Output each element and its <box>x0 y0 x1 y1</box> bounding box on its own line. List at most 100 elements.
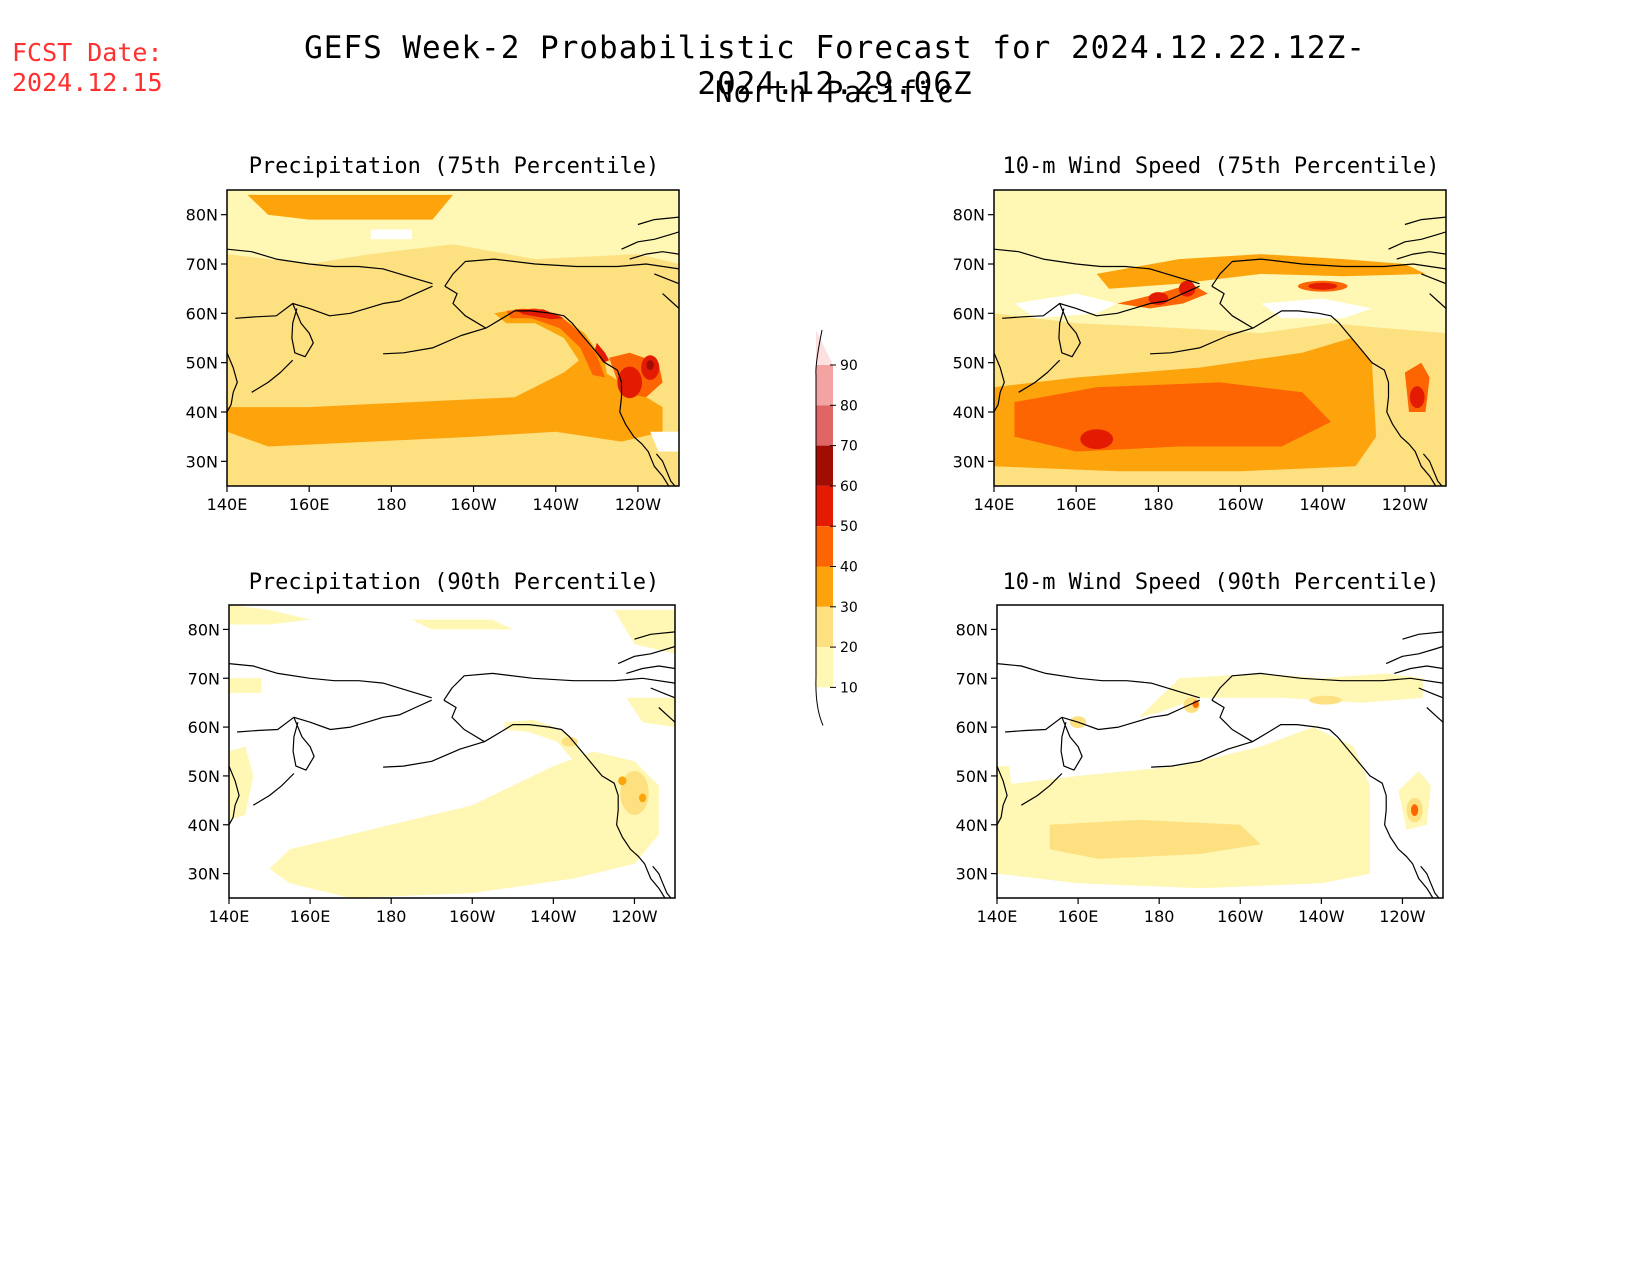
lon-tick-label: 180 <box>376 907 407 926</box>
map-panel-wind90: 10-m Wind Speed (90th Percentile) 140E 160… <box>956 570 1444 926</box>
coastline <box>662 293 679 309</box>
color-bar-label: 50 <box>840 519 858 535</box>
coastline <box>1005 699 1200 733</box>
coastlines <box>994 216 1446 486</box>
level-30 <box>247 194 453 220</box>
level-60 <box>646 360 654 370</box>
coastline <box>1404 216 1446 226</box>
coastline <box>1388 231 1446 250</box>
coastline <box>626 665 675 674</box>
coastline <box>1211 672 1443 701</box>
lat-tick-label: 30N <box>186 452 218 471</box>
coastline <box>229 663 432 699</box>
coastline <box>229 765 240 826</box>
coastline <box>1018 359 1061 393</box>
level-20 <box>1049 819 1261 859</box>
map-panel-wind75: 10-m Wind Speed (75th Percentile) 140E 160… <box>953 154 1447 514</box>
lat-tick-label: 50N <box>956 767 988 786</box>
lat-tick-label: 80N <box>188 620 220 639</box>
color-bar-label: 40 <box>840 560 858 576</box>
lat-tick-label: 80N <box>956 620 988 639</box>
lat-tick-label: 50N <box>953 354 985 373</box>
coastline <box>383 285 487 355</box>
lon-tick-label: 120W <box>1379 907 1426 926</box>
coastline <box>291 303 314 358</box>
coastline <box>1394 665 1443 674</box>
coastline <box>251 359 294 393</box>
coastline <box>1418 687 1443 699</box>
lon-tick-label: 180 <box>376 495 407 514</box>
lon-tick-label: 120W <box>611 907 658 926</box>
lon-tick-label: 140W <box>1300 495 1347 514</box>
coastline <box>621 231 679 250</box>
coastline <box>443 672 675 701</box>
lat-tick-label: 30N <box>188 865 220 884</box>
lon-tick-label: 140E <box>977 907 1018 926</box>
lat-tick-label: 60N <box>953 304 985 323</box>
panel-title: 10-m Wind Speed (90th Percentile) <box>1002 570 1439 595</box>
coastline <box>634 631 675 640</box>
color-bar-label: 90 <box>840 358 858 374</box>
color-bar-swatch <box>816 485 833 527</box>
coastline <box>1060 717 1083 771</box>
coastline <box>994 352 1005 413</box>
coastline <box>1426 707 1443 723</box>
lon-tick-label: 160E <box>289 495 330 514</box>
lon-tick-label: 160W <box>1217 495 1264 514</box>
coastlines <box>229 631 675 898</box>
shaded-field <box>997 605 1443 898</box>
level-30 <box>639 793 647 803</box>
lon-tick-label: 180 <box>1143 495 1174 514</box>
lat-tick-label: 80N <box>953 206 985 225</box>
page-title: GEFS Week-2 Probabilistic Forecast for 2… <box>304 30 1366 102</box>
level-10 <box>614 609 675 654</box>
lon-tick-label: 140W <box>533 495 580 514</box>
color-bar-swatch <box>816 647 833 688</box>
lat-tick-label: 40N <box>186 403 218 422</box>
lat-tick-label: 70N <box>956 669 988 688</box>
level-20 <box>561 736 578 747</box>
color-bar: 10 20 30 40 50 60 70 80 90 <box>815 329 858 726</box>
level-20 <box>227 244 679 486</box>
lon-tick-label: 160E <box>1058 907 1099 926</box>
coastline <box>484 723 666 898</box>
coastline <box>1020 773 1063 806</box>
level-50 <box>1409 386 1425 409</box>
color-bar-swatch <box>816 566 833 607</box>
lat-tick-label: 40N <box>956 816 988 835</box>
lat-tick-label: 50N <box>186 354 218 373</box>
map-panel-precip90: Precipitation (90th Percentile) 140E 160E 1… <box>188 570 676 926</box>
level-50 <box>617 366 642 399</box>
shaded-field <box>229 605 675 898</box>
level-10 <box>229 678 262 693</box>
coastline <box>997 765 1008 826</box>
level-10 <box>229 746 254 820</box>
coastline <box>1058 303 1081 358</box>
shaded-field <box>994 190 1446 486</box>
map-frame <box>993 189 1447 487</box>
color-bar-label: 10 <box>840 680 858 696</box>
level-30 <box>618 776 627 786</box>
color-bar-label: 60 <box>840 479 858 495</box>
color-bar-swatch <box>816 365 833 406</box>
level-40 <box>1411 804 1419 816</box>
map-frame <box>228 604 676 899</box>
lon-tick-label: 180 <box>1144 907 1175 926</box>
level-50 <box>1080 429 1114 449</box>
coastlines <box>997 631 1443 898</box>
coastline <box>629 251 679 260</box>
lat-tick-label: 60N <box>188 718 220 737</box>
level-10 <box>269 751 659 898</box>
lon-tick-label: 160W <box>449 907 496 926</box>
lon-tick-label: 160W <box>450 495 497 514</box>
coastline <box>1396 251 1446 260</box>
lat-tick-label: 70N <box>186 255 218 274</box>
map-panel-precip75: Precipitation (75th Percentile) 140E 160E 1… <box>186 154 680 514</box>
lat-tick-label: 40N <box>188 816 220 835</box>
lat-tick-label: 60N <box>956 718 988 737</box>
coastline <box>227 248 433 285</box>
coastline <box>650 687 675 699</box>
coastline <box>1252 723 1434 898</box>
level-10 <box>626 697 675 728</box>
map-frame <box>226 189 680 487</box>
